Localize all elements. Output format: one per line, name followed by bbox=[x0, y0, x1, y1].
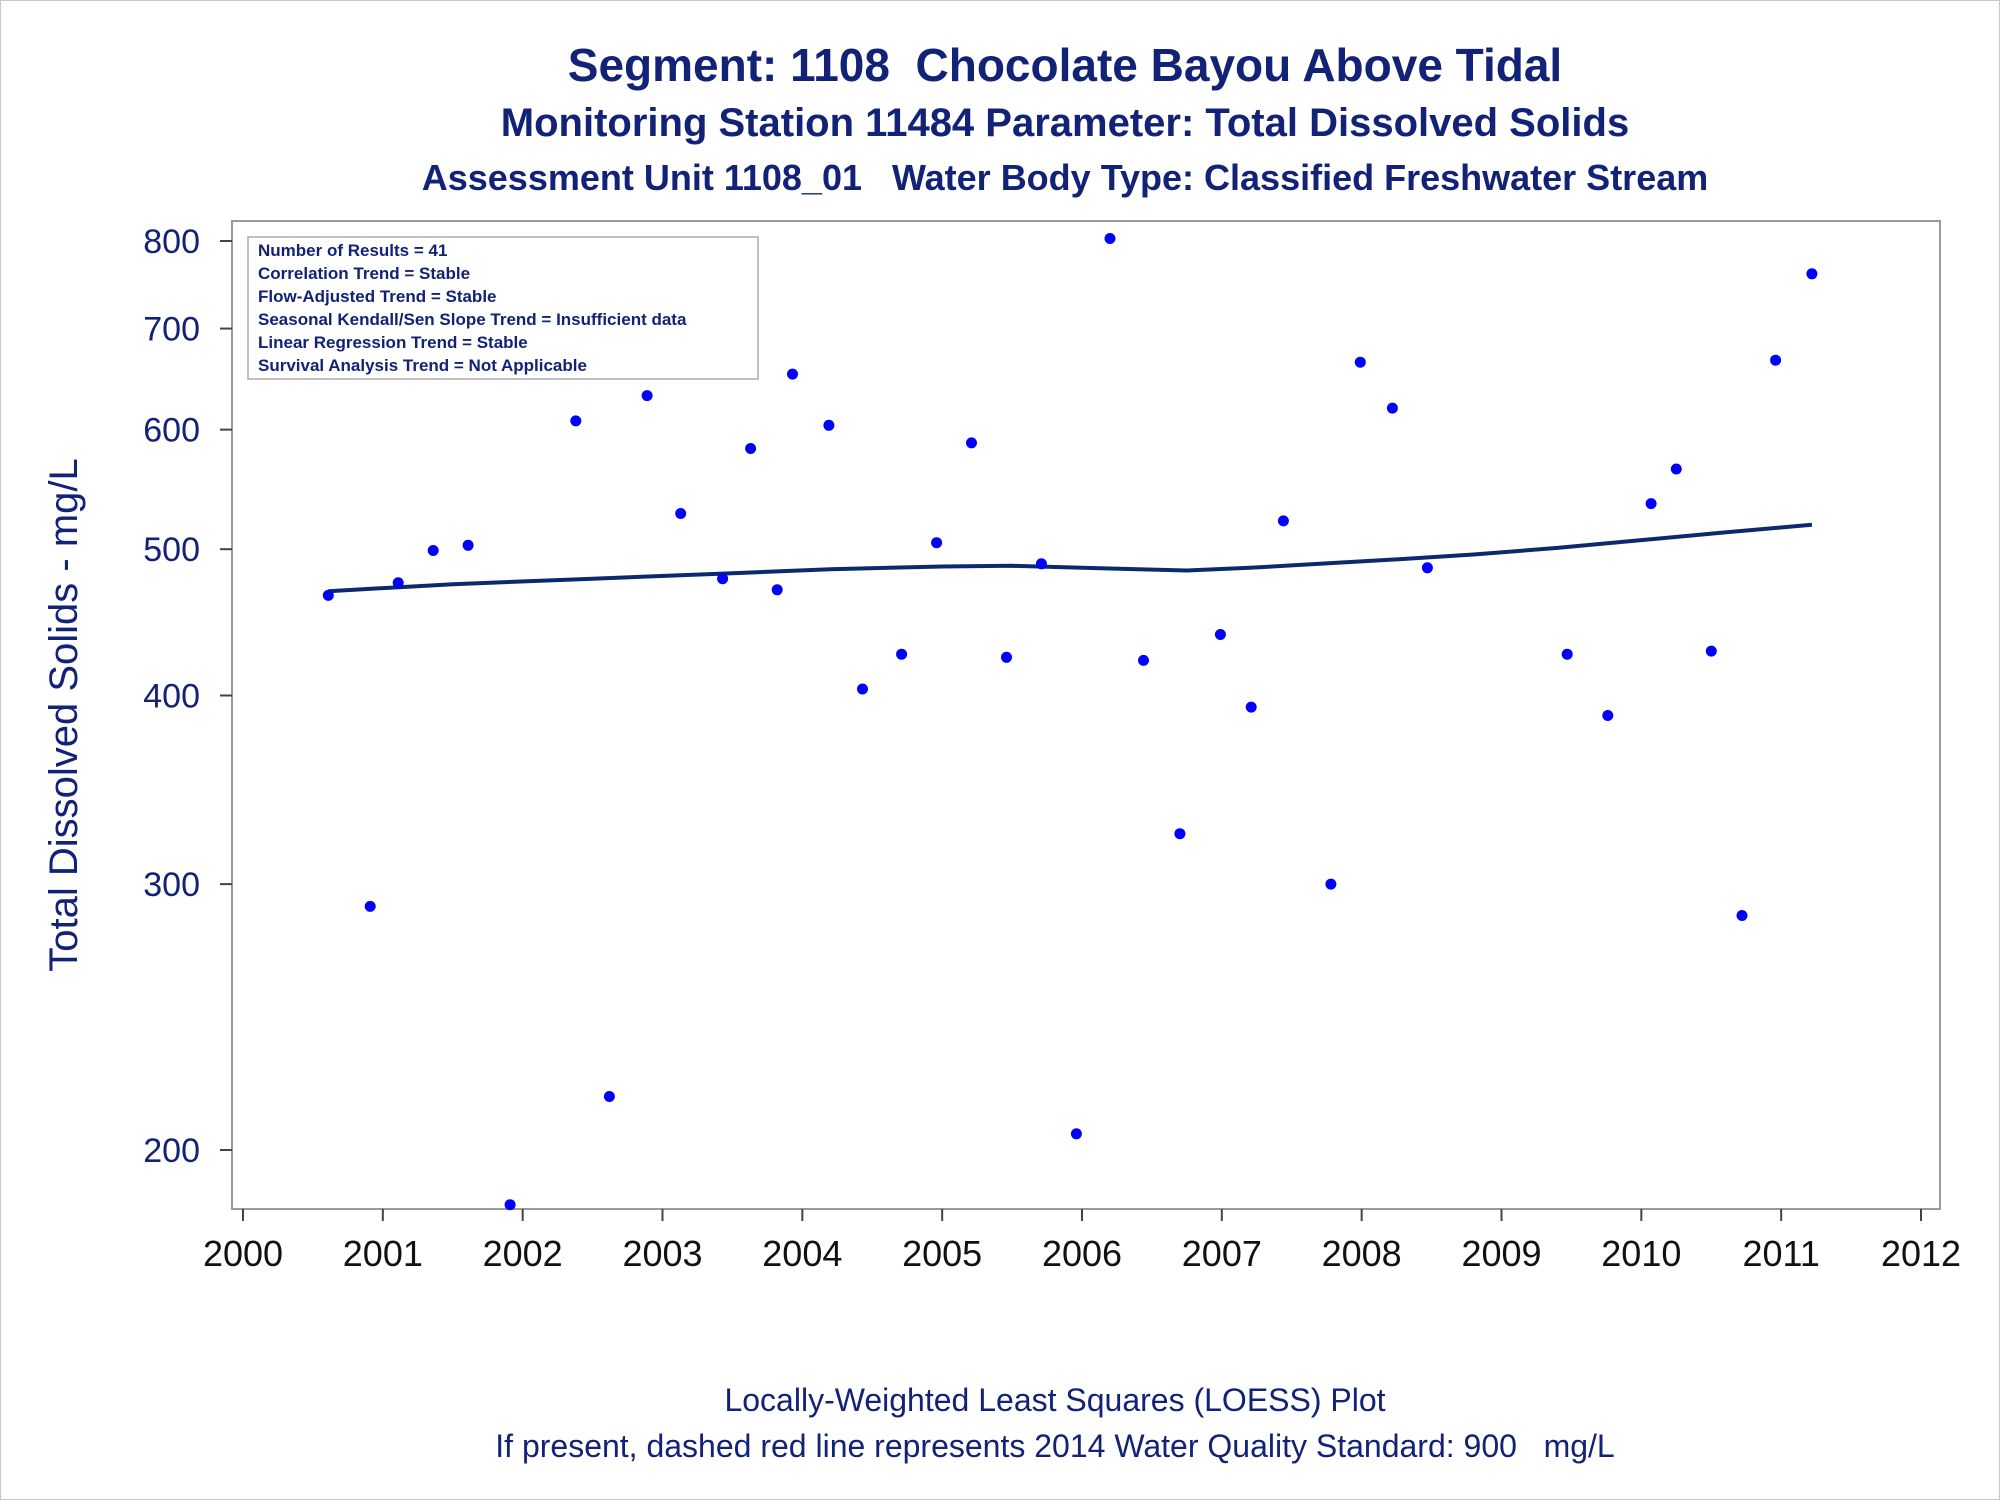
data-point bbox=[1705, 645, 1717, 657]
data-point bbox=[1277, 515, 1289, 527]
data-point bbox=[717, 573, 729, 585]
data-point bbox=[1001, 651, 1012, 663]
x-tick-label: 2001 bbox=[343, 1233, 423, 1274]
y-axis: 200 300 400 500 600 700 800 bbox=[143, 223, 232, 1170]
x-tick-label: 2007 bbox=[1182, 1233, 1262, 1274]
trend-summary-box: Number of Results = 41 Correlation Trend … bbox=[247, 236, 759, 380]
data-point bbox=[504, 1199, 516, 1211]
x-tick-label: 2011 bbox=[1742, 1233, 1819, 1274]
chart-title: Segment: 1108 Chocolate Bayou Above Tida… bbox=[567, 39, 1563, 91]
data-point bbox=[857, 683, 868, 695]
y-tick-label: 200 bbox=[143, 1132, 200, 1170]
data-point bbox=[1174, 828, 1186, 840]
data-point bbox=[1770, 354, 1782, 366]
footnote-loess: Locally-Weighted Least Squares (LOESS) P… bbox=[724, 1382, 1386, 1418]
data-point bbox=[1602, 710, 1614, 721]
y-tick-label: 300 bbox=[143, 866, 200, 904]
chart-subtitle-station: Monitoring Station 11484 Parameter: Tota… bbox=[500, 101, 1630, 145]
data-point bbox=[745, 443, 757, 454]
trend-summary-line: Survival Analysis Trend = Not Applicable bbox=[258, 356, 587, 375]
x-tick-label: 2004 bbox=[762, 1233, 842, 1274]
x-tick-label: 2010 bbox=[1601, 1233, 1681, 1274]
data-point bbox=[1070, 1128, 1082, 1140]
data-point bbox=[392, 577, 404, 589]
data-point bbox=[1670, 463, 1682, 475]
data-point bbox=[931, 537, 943, 549]
data-point bbox=[462, 539, 474, 551]
data-point bbox=[1214, 629, 1226, 640]
trend-summary-line: Linear Regression Trend = Stable bbox=[258, 333, 528, 352]
x-tick-label: 2003 bbox=[622, 1233, 702, 1274]
trend-summary-line: Correlation Trend = Stable bbox=[258, 264, 470, 283]
x-axis: 2000 2001 2002 2003 2004 2005 2006 2007 2008 2009… bbox=[203, 1209, 1961, 1274]
data-point bbox=[427, 545, 439, 556]
y-tick-label: 500 bbox=[143, 531, 200, 569]
plot-area bbox=[231, 220, 1941, 1210]
data-point bbox=[1035, 558, 1047, 570]
data-point bbox=[966, 437, 977, 449]
trend-summary-line: Number of Results = 41 bbox=[258, 241, 447, 260]
data-point bbox=[603, 1091, 615, 1102]
data-point bbox=[1354, 356, 1366, 368]
data-point bbox=[322, 589, 334, 601]
x-tick-label: 2000 bbox=[203, 1233, 283, 1274]
x-tick-label: 2002 bbox=[483, 1233, 563, 1274]
x-tick-label: 2006 bbox=[1042, 1233, 1122, 1274]
data-point bbox=[1421, 562, 1433, 574]
data-point bbox=[1325, 878, 1337, 890]
data-point bbox=[1645, 498, 1657, 510]
y-axis-label: Total Dissolved Solids - mg/L bbox=[42, 458, 86, 972]
trend-summary-line: Flow-Adjusted Trend = Stable bbox=[258, 287, 497, 306]
trend-summary-border bbox=[247, 236, 759, 380]
y-tick-label: 400 bbox=[143, 678, 200, 716]
data-point bbox=[675, 508, 687, 519]
data-point bbox=[1104, 233, 1116, 244]
data-point bbox=[1561, 648, 1573, 660]
data-point bbox=[1806, 268, 1818, 280]
x-tick-label: 2008 bbox=[1322, 1233, 1402, 1274]
data-point bbox=[823, 419, 835, 431]
data-point bbox=[787, 368, 798, 380]
data-point bbox=[364, 900, 376, 912]
data-point bbox=[1245, 701, 1257, 713]
data-point bbox=[1138, 654, 1149, 666]
data-point bbox=[570, 415, 582, 427]
data-point bbox=[896, 648, 908, 660]
x-tick-label: 2012 bbox=[1881, 1233, 1961, 1274]
y-tick-label: 600 bbox=[143, 412, 200, 450]
chart-subtitle-assessment: Assessment Unit 1108_01 Water Body Type:… bbox=[421, 157, 1709, 198]
data-point bbox=[1736, 910, 1748, 921]
x-tick-label: 2005 bbox=[902, 1233, 982, 1274]
data-point bbox=[1386, 402, 1398, 414]
trend-summary-line: Seasonal Kendall/Sen Slope Trend = Insuf… bbox=[258, 310, 687, 329]
y-tick-label: 700 bbox=[143, 311, 200, 349]
data-point bbox=[641, 390, 653, 402]
x-tick-label: 2009 bbox=[1461, 1233, 1541, 1274]
y-tick-label: 800 bbox=[143, 223, 200, 261]
footnote-standard: If present, dashed red line represents 2… bbox=[495, 1428, 1615, 1464]
loess-line bbox=[328, 522, 1813, 594]
data-point bbox=[771, 584, 783, 596]
